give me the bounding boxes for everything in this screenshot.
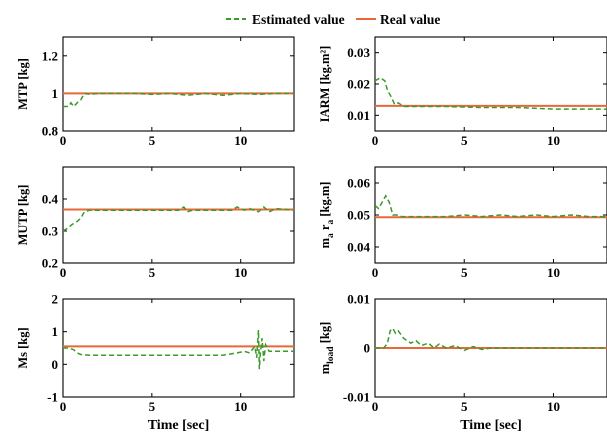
x-tick-label: 5 <box>461 133 468 148</box>
x-tick-label: 0 <box>372 265 379 280</box>
x-tick-label: 0 <box>60 265 67 280</box>
series-estimated-line <box>375 76 607 110</box>
x-tick-label: 10 <box>234 265 247 280</box>
y-tick-label: 0.01 <box>347 292 370 307</box>
legend-estimated-label: Estimated value <box>252 12 345 27</box>
y-tick-label: 2 <box>52 292 59 307</box>
y-axis-label: ma ra [kg.m] <box>318 182 336 249</box>
chart-panel-4: 0 5 10 0.04 0.05 0.06 ma ra [kg.m] <box>318 166 607 280</box>
plot-frame <box>62 36 295 132</box>
y-tick-label: 0 <box>364 341 371 356</box>
x-tick-label: 10 <box>234 133 247 148</box>
legend: Estimated value Real value <box>226 12 440 27</box>
chart-panel-3: 0 5 10 0.2 0.3 0.4 MUTP [kg] <box>16 166 295 280</box>
x-tick-label: 0 <box>372 133 379 148</box>
x-axis-label: Time [sec] <box>148 418 210 433</box>
y-axis-label: MTP [kg] <box>16 58 30 110</box>
y-tick-label: 1.2 <box>42 48 58 63</box>
y-tick-label: 0.02 <box>347 77 370 92</box>
y-tick-label: 1 <box>52 86 59 101</box>
chart-panel-1: 0 5 10 0.8 1 1.2 MTP [kg] <box>16 36 295 148</box>
series-estimated-line <box>63 329 294 370</box>
x-tick-label: 10 <box>547 133 560 148</box>
x-tick-label: 0 <box>60 399 67 414</box>
y-tick-label: -1 <box>47 390 58 405</box>
y-axis-label: IARM [kg.m²] <box>318 46 332 123</box>
y-tick-label: 0.3 <box>42 224 59 239</box>
y-tick-label: -0.01 <box>343 390 370 405</box>
y-tick-label: 0.05 <box>347 208 370 223</box>
series-estimated-line <box>63 205 294 232</box>
y-tick-label: 0.04 <box>347 240 370 255</box>
x-axis-label: Time [sec] <box>460 418 522 433</box>
x-tick-label: 5 <box>461 265 468 280</box>
x-tick-label: 5 <box>461 399 468 414</box>
plot-frame <box>62 166 295 264</box>
y-tick-label: 0.8 <box>42 124 59 139</box>
x-tick-label: 10 <box>547 399 560 414</box>
x-tick-label: 10 <box>547 265 560 280</box>
y-tick-label: 0.4 <box>42 192 59 207</box>
x-tick-label: 0 <box>372 399 379 414</box>
y-axis-label: MUTP [kg] <box>16 185 30 246</box>
plot-frame <box>374 36 607 132</box>
x-tick-label: 5 <box>149 265 156 280</box>
y-tick-label: 0 <box>52 357 59 372</box>
y-tick-label: 1 <box>52 324 59 339</box>
x-tick-label: 10 <box>234 399 247 414</box>
series-estimated-line <box>375 194 607 218</box>
legend-real-label: Real value <box>380 12 440 27</box>
y-tick-label: 0.01 <box>347 108 370 123</box>
x-tick-label: 0 <box>60 133 67 148</box>
y-tick-label: 0.2 <box>42 256 58 271</box>
series-estimated-line <box>63 92 294 108</box>
y-tick-label: 0.06 <box>347 176 370 191</box>
y-axis-label: mload [kg] <box>318 322 336 375</box>
x-tick-label: 5 <box>149 399 156 414</box>
y-tick-label: 0.03 <box>347 45 370 60</box>
chart-panel-2: 0 5 10 0.01 0.02 0.03 IARM [kg.m²] <box>318 36 607 148</box>
y-axis-label: Ms [kg] <box>16 327 30 368</box>
plot-frame <box>62 298 295 398</box>
x-tick-label: 5 <box>149 133 156 148</box>
